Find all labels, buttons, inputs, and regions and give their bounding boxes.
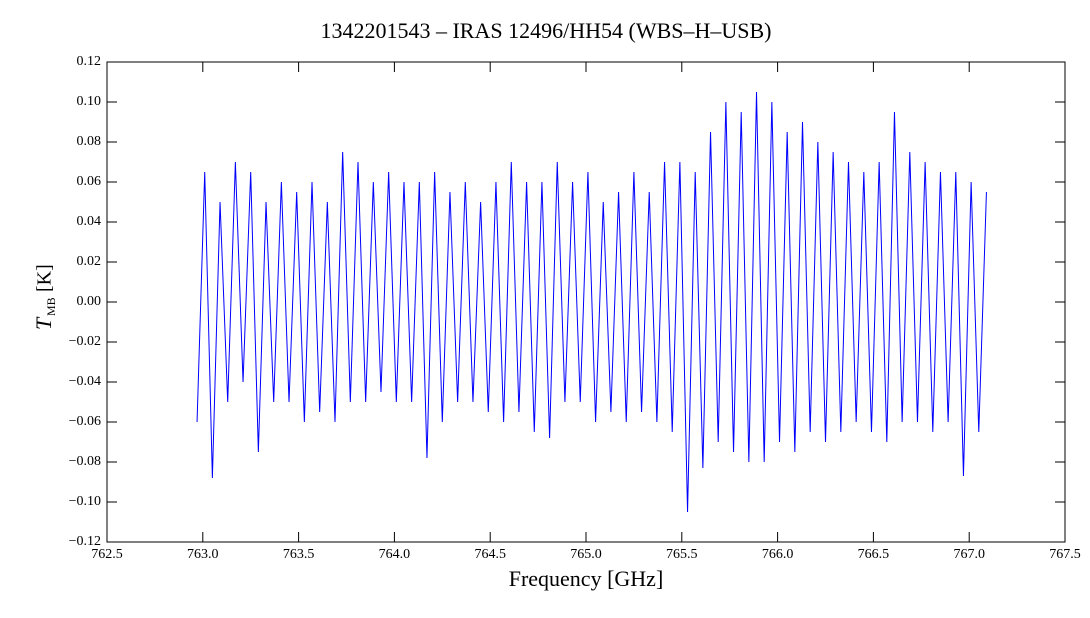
y-tick-label: −0.06 bbox=[69, 414, 101, 429]
y-tick-label: −0.02 bbox=[69, 334, 101, 349]
chart-title: 1342201543 – IRAS 12496/HH54 (WBS–H–USB) bbox=[320, 18, 771, 43]
x-tick-label: 763.0 bbox=[187, 547, 219, 562]
y-tick-label: 0.10 bbox=[77, 94, 102, 109]
spectrum-line bbox=[196, 91, 987, 513]
x-tick-label: 765.5 bbox=[666, 547, 698, 562]
y-tick-label: 0.12 bbox=[77, 54, 102, 69]
x-tick-label: 767.0 bbox=[953, 547, 985, 562]
y-axis-label-unit: [K] bbox=[34, 264, 56, 292]
y-tick-label: −0.12 bbox=[69, 534, 101, 549]
x-tick-label: 766.5 bbox=[858, 547, 890, 562]
y-axis-label-subscript: MB bbox=[44, 297, 58, 316]
y-axis-label-group: T MB [K] bbox=[31, 264, 58, 330]
y-tick-label: −0.04 bbox=[69, 374, 101, 389]
y-tick-label: −0.08 bbox=[69, 454, 101, 469]
y-tick-label: 0.08 bbox=[77, 134, 102, 149]
x-tick-label: 766.0 bbox=[762, 547, 794, 562]
y-tick-label: 0.02 bbox=[77, 254, 102, 269]
x-tick-label: 762.5 bbox=[91, 547, 123, 562]
y-tick-label: 0.04 bbox=[77, 214, 102, 229]
y-axis-label: T bbox=[31, 316, 56, 330]
x-tick-label: 764.0 bbox=[379, 547, 411, 562]
y-tick-label: −0.10 bbox=[69, 494, 101, 509]
y-tick-label: 0.00 bbox=[77, 294, 102, 309]
x-tick-label: 763.5 bbox=[283, 547, 315, 562]
y-tick-label: 0.06 bbox=[77, 174, 102, 189]
x-tick-label: 764.5 bbox=[474, 547, 506, 562]
x-tick-label: 767.5 bbox=[1049, 547, 1081, 562]
x-tick-label: 765.0 bbox=[570, 547, 602, 562]
x-axis-label: Frequency [GHz] bbox=[509, 566, 664, 591]
